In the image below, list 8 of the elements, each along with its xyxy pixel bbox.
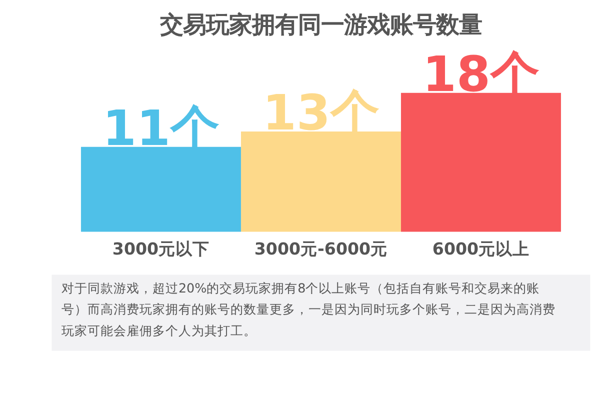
- x-tick-label: 3000元以下: [112, 240, 210, 259]
- chart-title: 交易玩家拥有同一游戏账号数量: [158, 10, 482, 39]
- x-tick-label: 6000元以上: [432, 240, 530, 259]
- data-label: 13个: [262, 84, 380, 142]
- data-label: 11个: [102, 100, 220, 157]
- text: 对于同款游戏，超过20%的交易玩家拥有8个以上账号（包括自有账号和交易来的账号）而高消费玩家拥有的账号的数量更多，一是因为同时玩多个账号，二是因为高消费玩家可能会雇佣多个人为其打工。: [61, 280, 556, 338]
- data-label: 18个: [422, 46, 540, 103]
- x-tick-label: 3000元-6000元: [254, 240, 388, 259]
